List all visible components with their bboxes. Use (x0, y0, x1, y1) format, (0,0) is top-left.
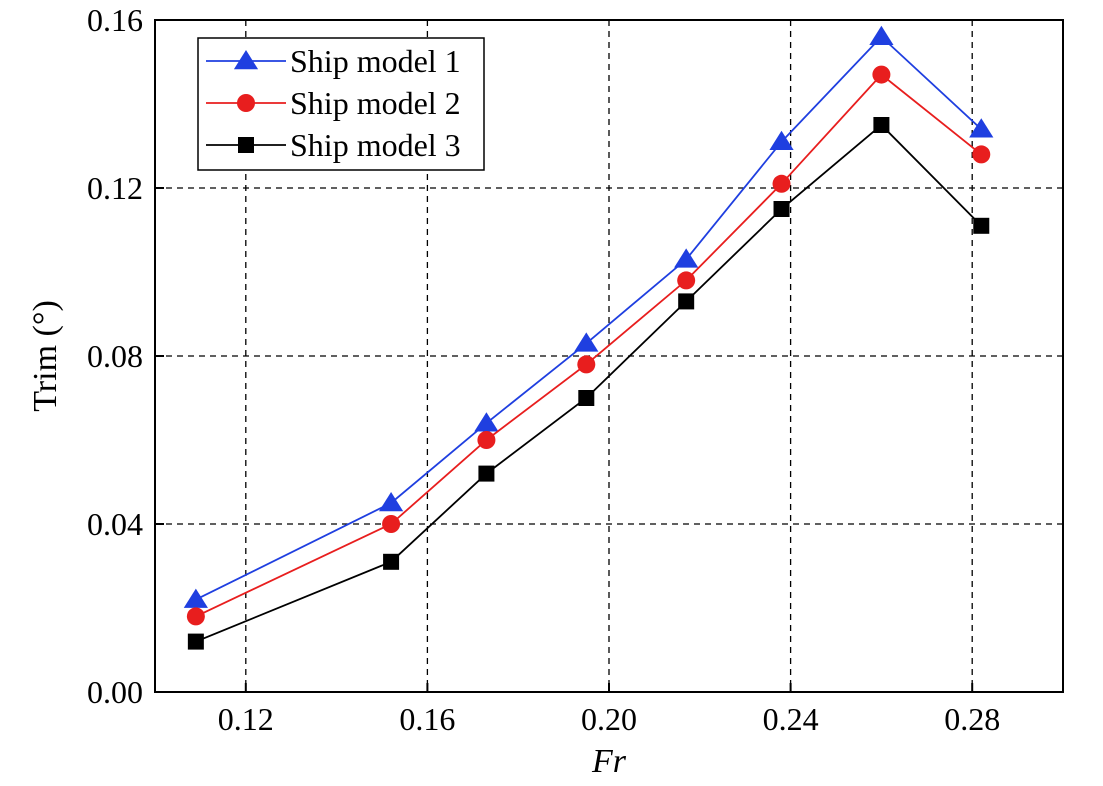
legend-marker (233, 50, 259, 70)
series-2-point (872, 65, 891, 84)
series-2-point (186, 607, 205, 626)
series-2-point (772, 174, 791, 193)
legend-item-3: Ship model 3 (206, 127, 461, 163)
series-2-point (382, 515, 401, 533)
series-2 (186, 65, 991, 626)
series-2-point (577, 355, 596, 374)
series-3-line (195, 123, 982, 643)
y-tick-label: 0.04 (87, 506, 143, 542)
series-3-point (773, 201, 790, 217)
label-layer: 0.12 0.16 0.20 0.24 0.28 0.00 0.04 0.08 0.12 0.16 (87, 2, 1000, 737)
series-3-point (383, 553, 400, 570)
x-tick-label: 0.20 (581, 701, 637, 737)
series-3-point (187, 633, 204, 650)
x-axis-title: Fr (591, 743, 627, 780)
series-2-point (972, 145, 991, 164)
series-2-line (195, 73, 982, 618)
series-1-point (769, 130, 794, 151)
series-1-point (183, 588, 208, 608)
series-1-line (195, 35, 982, 601)
legend-label: Ship model 3 (290, 127, 461, 163)
series-3-point (973, 217, 990, 234)
legend-marker (238, 137, 254, 153)
series-1-point (474, 412, 499, 432)
series-1-point (674, 248, 699, 268)
y-tick-label: 0.00 (87, 674, 143, 710)
series-3-point (578, 390, 595, 406)
legend-item-2: Ship model 2 (206, 85, 461, 121)
legend-label: Ship model 2 (290, 85, 461, 121)
y-tick-label: 0.16 (87, 2, 143, 38)
series-layer (183, 25, 994, 650)
series-3-point (873, 117, 890, 133)
x-tick-label: 0.28 (944, 701, 1000, 737)
series-1 (183, 25, 994, 608)
y-tick-label: 0.12 (87, 170, 143, 206)
y-axis-title: Trim (°) (27, 300, 64, 412)
series-1-point (869, 25, 894, 46)
series-1-point (574, 332, 599, 352)
legend: Ship model 1 Ship model 2 Ship model 3 (197, 37, 485, 171)
legend-marker (237, 94, 255, 112)
series-3 (187, 117, 990, 650)
series-3-point (678, 293, 695, 310)
x-tick-label: 0.16 (399, 701, 455, 737)
series-2-point (477, 431, 496, 449)
series-1-point (969, 118, 994, 138)
x-tick-label: 0.24 (763, 701, 819, 737)
legend-label: Ship model 1 (290, 43, 461, 79)
y-tick-label: 0.08 (87, 338, 143, 374)
series-2-point (677, 271, 696, 290)
legend-item-1: Ship model 1 (206, 43, 461, 79)
series-1-point (378, 492, 404, 512)
x-tick-label: 0.12 (218, 701, 274, 737)
series-3-point (478, 465, 495, 482)
tick-layer (155, 19, 974, 693)
